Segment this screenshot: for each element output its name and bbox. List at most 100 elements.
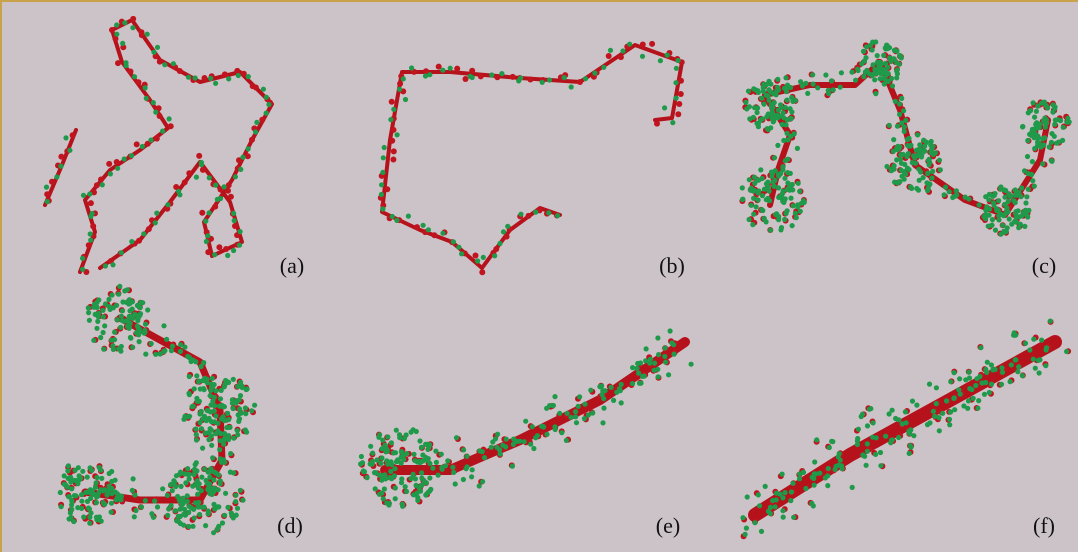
red-bead <box>577 79 583 85</box>
green-bead <box>226 417 231 422</box>
green-bead <box>813 471 818 476</box>
green-bead <box>901 108 906 113</box>
green-bead <box>785 83 790 88</box>
green-bead <box>658 58 663 63</box>
green-bead <box>238 229 243 234</box>
green-bead <box>114 32 119 37</box>
green-bead <box>780 199 785 204</box>
green-bead <box>475 258 480 263</box>
green-bead <box>865 441 870 446</box>
green-bead <box>75 505 80 510</box>
green-bead <box>119 250 124 255</box>
green-bead <box>199 475 204 480</box>
green-bead <box>555 213 560 218</box>
green-bead <box>1040 161 1045 166</box>
green-bead <box>151 50 156 55</box>
green-bead <box>206 416 211 421</box>
green-bead <box>204 239 209 244</box>
green-bead <box>769 170 774 175</box>
green-bead <box>662 105 667 110</box>
green-bead <box>872 77 877 82</box>
green-bead <box>1008 379 1013 384</box>
green-bead <box>211 477 216 482</box>
red-bead <box>106 161 112 167</box>
green-bead <box>1065 116 1070 121</box>
green-bead <box>1008 194 1013 199</box>
green-bead <box>152 498 157 503</box>
green-bead <box>752 188 757 193</box>
green-bead <box>1044 117 1049 122</box>
green-bead <box>208 426 213 431</box>
green-bead <box>984 370 989 375</box>
green-bead <box>79 499 84 504</box>
green-bead <box>122 288 127 293</box>
red-bead <box>640 42 646 48</box>
green-bead <box>120 41 125 46</box>
green-bead <box>194 373 199 378</box>
green-bead <box>194 432 199 437</box>
green-bead <box>927 382 932 387</box>
red-bead <box>146 226 152 232</box>
green-bead <box>207 489 212 494</box>
green-bead <box>196 379 201 384</box>
green-bead <box>689 362 694 367</box>
green-bead <box>784 98 789 103</box>
green-bead <box>1004 205 1009 210</box>
green-bead <box>540 424 545 429</box>
green-bead <box>87 191 92 196</box>
green-bead <box>565 411 570 416</box>
green-bead <box>601 406 606 411</box>
green-bead <box>199 160 204 165</box>
green-bead <box>212 252 217 257</box>
green-bead <box>1025 138 1030 143</box>
green-bead <box>58 490 63 495</box>
red-bead <box>494 74 500 80</box>
green-bead <box>202 505 207 510</box>
green-bead <box>1052 122 1057 127</box>
green-bead <box>223 491 228 496</box>
green-bead <box>1064 349 1069 354</box>
green-bead <box>1031 357 1036 362</box>
green-bead <box>789 489 794 494</box>
green-bead <box>894 48 899 53</box>
green-bead <box>533 210 538 215</box>
green-bead <box>873 452 878 457</box>
green-bead <box>193 482 198 487</box>
green-bead <box>252 403 257 408</box>
green-bead <box>849 70 854 75</box>
green-bead <box>663 345 668 350</box>
panel-label: (a) <box>280 253 304 278</box>
green-bead <box>58 164 63 169</box>
green-bead <box>973 383 978 388</box>
green-bead <box>266 102 271 107</box>
green-bead <box>439 465 444 470</box>
green-bead <box>167 116 172 121</box>
green-bead <box>894 146 899 151</box>
green-bead <box>656 352 661 357</box>
green-bead <box>999 382 1004 387</box>
green-bead <box>757 503 762 508</box>
green-bead <box>392 466 397 471</box>
green-bead <box>109 501 114 506</box>
green-bead <box>1015 369 1020 374</box>
green-bead <box>88 238 93 243</box>
green-bead <box>377 432 382 437</box>
green-bead <box>240 498 245 503</box>
green-bead <box>99 476 104 481</box>
red-bead <box>154 136 160 142</box>
green-bead <box>759 529 764 534</box>
green-bead <box>900 421 905 426</box>
green-bead <box>131 476 136 481</box>
green-bead <box>890 408 895 413</box>
green-bead <box>885 65 890 70</box>
green-bead <box>116 292 121 297</box>
red-bead <box>232 223 238 229</box>
green-bead <box>910 399 915 404</box>
green-bead <box>106 297 111 302</box>
red-bead <box>90 223 96 229</box>
green-bead <box>897 179 902 184</box>
green-bead <box>1024 194 1029 199</box>
green-bead <box>480 449 485 454</box>
green-bead <box>665 53 670 58</box>
green-bead <box>100 182 105 187</box>
